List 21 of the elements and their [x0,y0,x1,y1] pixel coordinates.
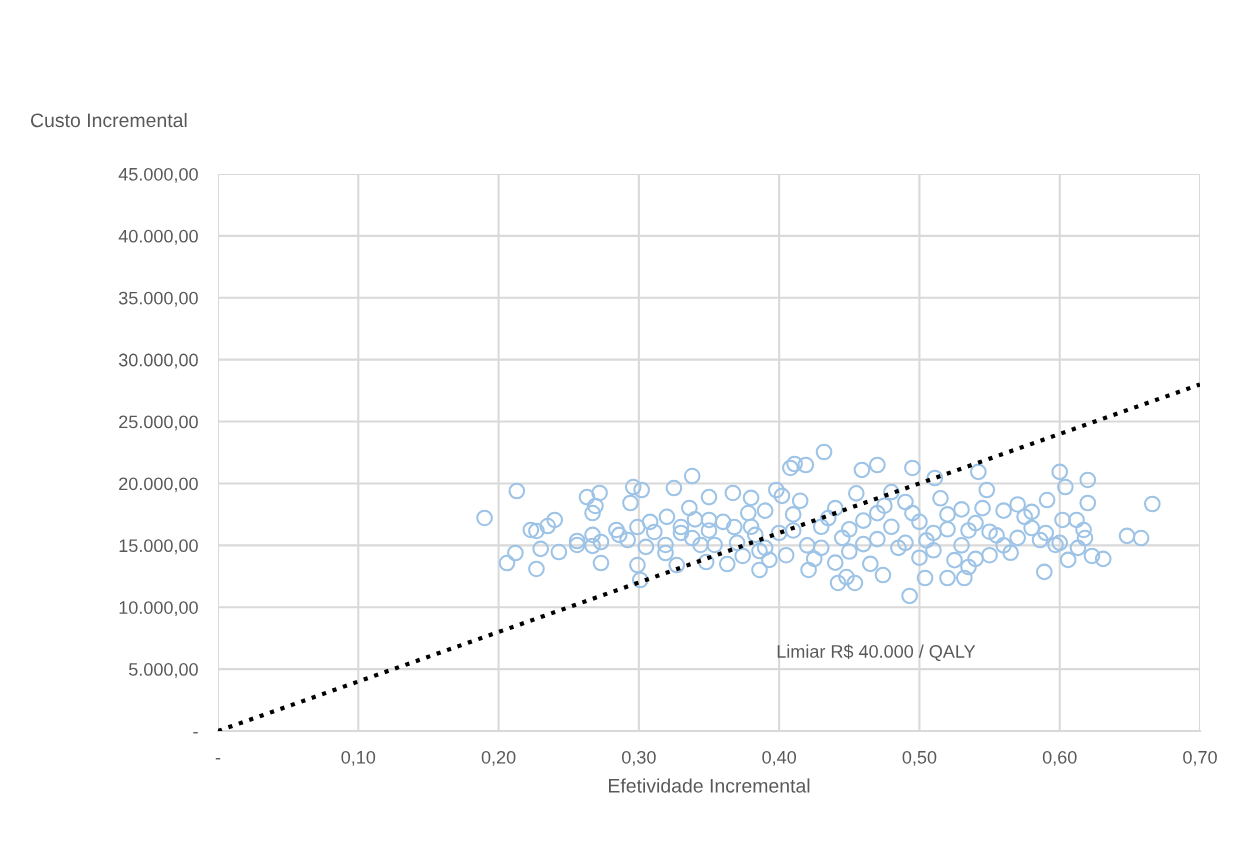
x-axis-title: Efetividade Incremental [609,778,810,793]
x-tick-label: 0,30 [621,750,656,766]
y-tick-label: 30.000,00 [118,353,198,369]
y-tick-label: 20.000,00 [119,477,198,493]
y-tick-label: 40.000,00 [118,229,198,245]
x-tick-label: 0,60 [1042,750,1077,766]
y-tick-label: 10.000,00 [119,601,198,617]
x-tick-label: 0,20 [481,750,516,766]
y-tick-label: 5.000,00 [129,663,198,678]
x-tick-label: 0,70 [1183,750,1217,766]
y-tick-label: 45.000,00 [118,167,198,183]
x-tick-label: 0,40 [762,750,797,766]
y-axis-title: Custo Incremental [30,112,187,128]
x-tick-label: 0,50 [902,750,937,766]
y-tick-label: - [193,732,198,734]
x-tick-label: - [215,758,221,760]
x-tick-label: 0,10 [341,750,376,766]
y-tick-label: 35.000,00 [118,291,198,307]
y-tick-label: 25.000,00 [119,415,198,431]
annotation: Limiar R$ 40.000 / QALY [777,644,976,662]
y-tick-label: 15.000,00 [119,539,198,555]
